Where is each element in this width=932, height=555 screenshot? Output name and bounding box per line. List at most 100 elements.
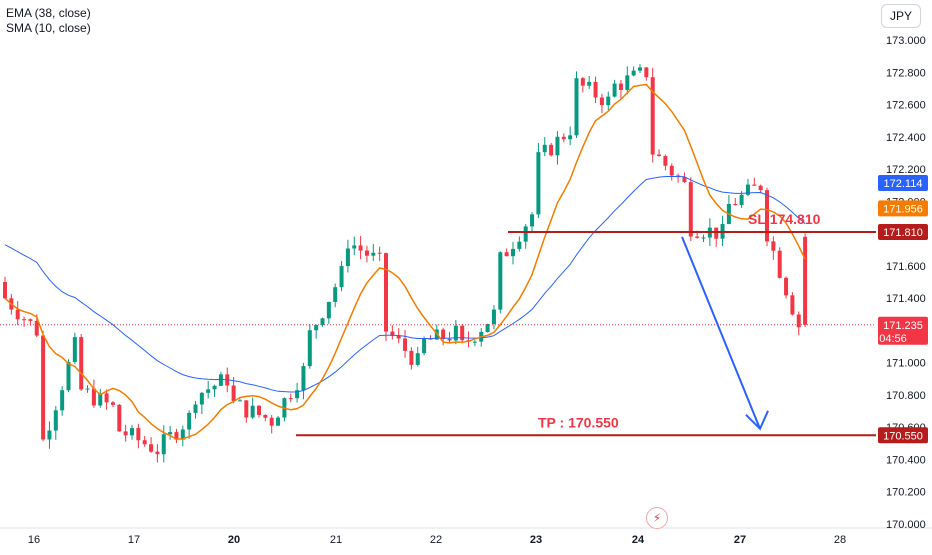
candle-body — [777, 250, 782, 278]
candle-body — [796, 314, 801, 328]
candle-body — [250, 405, 255, 418]
candle-body — [269, 417, 274, 426]
candle-body — [237, 400, 242, 402]
candle-body — [79, 337, 84, 390]
y-tick-label: 170.400 — [886, 454, 926, 466]
candle-body — [72, 337, 77, 363]
candle-body — [161, 434, 166, 455]
candle-body — [85, 388, 90, 390]
candle-body — [136, 428, 141, 441]
candle-body — [326, 301, 331, 319]
candle-body — [117, 404, 122, 432]
ema-line — [4, 176, 806, 393]
x-tick-label: 16 — [28, 534, 40, 546]
candle-body — [307, 330, 312, 367]
candle-body — [739, 194, 744, 206]
candle-body — [593, 81, 598, 98]
candle-body — [91, 388, 96, 406]
candle-body — [644, 67, 649, 78]
candle-body — [422, 338, 427, 354]
candle-body — [485, 323, 490, 333]
candle-body — [568, 135, 573, 140]
candle-body — [669, 165, 674, 176]
candle-body — [231, 385, 236, 401]
candle-body — [625, 75, 630, 90]
candle-body — [688, 182, 693, 237]
x-tick-label: 21 — [330, 534, 342, 546]
candle-body — [276, 417, 281, 426]
candle-body — [555, 136, 560, 156]
candle-body — [587, 81, 592, 86]
y-tick-label: 172.600 — [886, 100, 926, 112]
axis-price-label-bg — [878, 223, 928, 240]
candle-body — [47, 430, 52, 440]
y-tick-label: 170.800 — [886, 390, 926, 402]
lightning-icon[interactable]: ⚡︎ — [646, 507, 668, 529]
candle-body — [142, 440, 147, 445]
candle-body — [320, 318, 325, 326]
x-tick-label: 27 — [734, 534, 746, 546]
price-axis-panel — [876, 0, 932, 550]
candle-body — [339, 266, 344, 288]
candle-body — [155, 451, 160, 455]
candle-body — [574, 78, 579, 136]
x-tick-label: 22 — [430, 534, 442, 546]
y-tick-label: 171.000 — [886, 358, 926, 370]
candle-body — [403, 338, 408, 351]
candles-group — [3, 64, 808, 463]
candle-body — [606, 96, 611, 106]
indicator-legend: EMA (38, close) SMA (10, close) — [6, 6, 91, 36]
y-tick-label: 172.200 — [886, 164, 926, 176]
x-tick-label: 17 — [128, 534, 140, 546]
candle-body — [638, 67, 642, 71]
y-tick-label: 171.400 — [886, 293, 926, 305]
legend-sma: SMA (10, close) — [6, 21, 91, 35]
axis-price-label-text: 171.956 — [883, 203, 923, 215]
candle-body — [580, 78, 585, 86]
candle-body — [663, 156, 668, 166]
axis-price-label-bg — [878, 174, 928, 191]
x-tick-label: 28 — [834, 534, 846, 546]
forecast-arrow-shaft — [681, 236, 761, 430]
sma-line — [4, 83, 806, 440]
candle-body — [517, 241, 522, 249]
candle-body — [752, 184, 757, 186]
candle-body — [288, 398, 293, 400]
candle-body — [682, 177, 687, 183]
candle-body — [345, 248, 350, 267]
x-tick-label: 23 — [530, 534, 542, 546]
candle-body — [498, 252, 503, 310]
axis-price-label-bg — [878, 427, 928, 444]
candle-body — [771, 241, 776, 251]
candle-body — [123, 431, 128, 436]
candle-body — [695, 236, 700, 238]
candle-body — [314, 325, 319, 331]
candle-body — [364, 250, 369, 256]
x-tick-label: 24 — [632, 534, 645, 546]
axis-price-label-text: 172.114 — [884, 178, 923, 190]
y-tick-label: 171.600 — [886, 261, 926, 273]
candle-body — [371, 252, 376, 256]
candle-body — [612, 83, 617, 97]
candle-body — [784, 277, 789, 296]
y-tick-label: 170.200 — [886, 487, 926, 499]
candle-body — [104, 393, 109, 403]
candle-body — [765, 190, 769, 242]
axis-price-label-text: 171.235 — [883, 320, 923, 332]
countdown-label: 04:56 — [879, 333, 907, 345]
candle-body — [263, 414, 268, 418]
currency-button[interactable]: JPY — [881, 4, 921, 28]
candle-body — [244, 400, 249, 418]
candle-body — [491, 309, 496, 324]
candle-body — [650, 77, 655, 155]
candle-body — [130, 428, 134, 436]
forecast-arrow-head — [745, 410, 769, 431]
candle-body — [358, 245, 363, 251]
candle-body — [212, 385, 217, 390]
candle-body — [352, 245, 357, 249]
axis-price-label-bg — [878, 316, 928, 345]
candle-body — [180, 429, 185, 440]
